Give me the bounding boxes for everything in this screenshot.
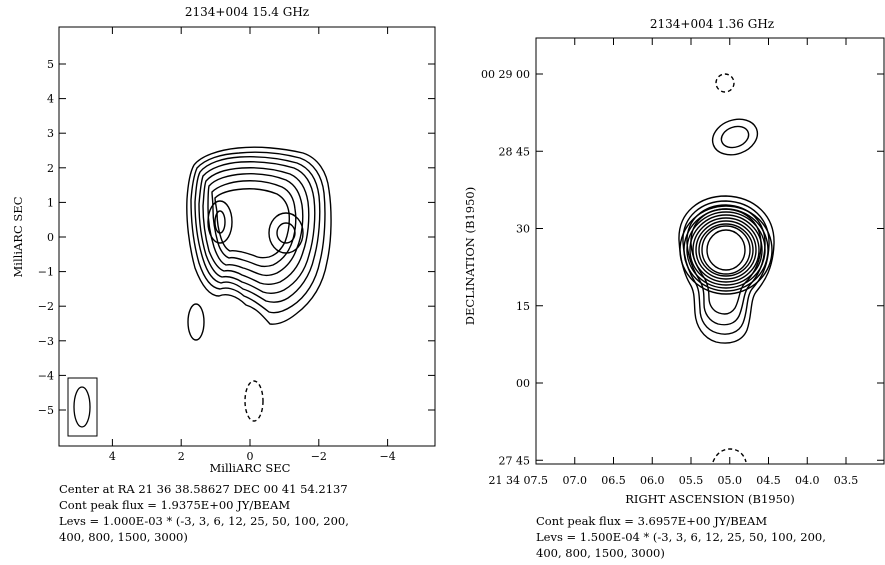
right-y-tick-label: 15 xyxy=(516,300,530,313)
right-plot-frame xyxy=(535,37,885,465)
right-x-tick-label: 06.5 xyxy=(601,474,626,487)
left-x-tick-label: −4 xyxy=(379,450,395,463)
left-title: 2134+004 15.4 GHz xyxy=(185,5,309,19)
core-ring-8 xyxy=(701,225,751,275)
right-x-tick-label: 05.5 xyxy=(679,474,704,487)
right-caption-line: Cont peak flux = 3.6957E+00 JY/BEAM xyxy=(536,514,768,528)
right-x-tick-label: 05.0 xyxy=(718,474,743,487)
right-axis-ticks: 21 34 07.5 07.0 06.5 06.0 05.5 05.0 04.5 04.0 03… xyxy=(481,38,884,487)
core-right-outer xyxy=(268,212,304,254)
left-contour-plot: 2134+004 15.4 GHz 4 2 0 −2 −4 5 4 3 2 1 0 −1 −2 −3 −4 −… xyxy=(11,5,436,475)
negative-contour-top xyxy=(715,73,735,93)
right-contour-plot: 2134+004 1.36 GHz 21 34 07.5 07.0 06.5 06.0… xyxy=(463,17,885,506)
left-y-tick-label: 5 xyxy=(47,58,54,71)
beam-ellipse xyxy=(73,386,91,428)
left-y-tick-label: −3 xyxy=(38,335,54,348)
core-ring-9 xyxy=(706,229,746,271)
right-y-tick-label: 28 45 xyxy=(499,145,531,158)
right-caption-line: Levs = 1.500E-04 * (-3, 3, 6, 12, 25, 50… xyxy=(536,530,826,544)
negative-contour-bottom xyxy=(712,448,747,463)
left-caption-line: Levs = 1.000E-03 * (-3, 3, 6, 12, 25, 50… xyxy=(59,514,349,528)
core-ring-7 xyxy=(698,223,754,277)
negative-contour xyxy=(244,380,264,422)
left-y-axis-label: MilliARC SEC xyxy=(11,196,25,277)
tail-contour-1 xyxy=(678,195,775,344)
core-left-inner xyxy=(214,210,226,234)
right-y-axis-label: DECLINATION (B1950) xyxy=(463,187,477,325)
right-x-tick-label: 04.0 xyxy=(795,474,820,487)
left-y-tick-label: 2 xyxy=(47,162,54,175)
contour-level-3 xyxy=(186,146,332,325)
left-caption-line: Cont peak flux = 1.9375E+00 JY/BEAM xyxy=(59,498,291,512)
left-x-tick-label: 4 xyxy=(109,450,116,463)
right-title: 2134+004 1.36 GHz xyxy=(650,17,774,31)
contour-level-50 xyxy=(202,167,310,286)
left-y-tick-label: −5 xyxy=(38,404,54,417)
left-y-tick-label: −1 xyxy=(38,266,54,279)
left-caption-line: 400, 800, 1500, 3000) xyxy=(59,530,188,544)
right-y-tick-label: 00 xyxy=(516,377,530,390)
beam-box xyxy=(67,377,98,437)
left-y-tick-label: 0 xyxy=(47,231,54,244)
core-right-inner xyxy=(276,222,296,244)
core-ring-5 xyxy=(692,217,760,283)
contour-level-12 xyxy=(194,156,321,303)
left-y-tick-label: 3 xyxy=(47,127,54,140)
right-x-tick-label: 07.0 xyxy=(563,474,588,487)
core-ring-6 xyxy=(695,220,757,280)
right-caption-line: 400, 800, 1500, 3000) xyxy=(536,546,665,560)
right-x-tick-label: 21 34 07.5 xyxy=(489,474,548,487)
left-plot-frame xyxy=(58,26,436,447)
contour-level-100 xyxy=(207,173,304,277)
left-caption: Center at RA 21 36 38.58627 DEC 00 41 54… xyxy=(59,481,349,545)
right-y-tick-label: 00 29 00 xyxy=(481,68,530,81)
left-contours xyxy=(186,146,332,422)
left-y-tick-label: −2 xyxy=(38,300,54,313)
contour-level-400 xyxy=(214,188,290,259)
right-caption: Cont peak flux = 3.6957E+00 JY/BEAM Levs… xyxy=(536,513,826,561)
contour-level-25 xyxy=(198,161,316,295)
left-y-tick-label: 4 xyxy=(47,93,54,106)
tail-contour-2 xyxy=(682,200,770,335)
core-ring-4 xyxy=(689,214,763,286)
core-ring-1 xyxy=(679,205,773,295)
left-x-axis-label: MilliARC SEC xyxy=(210,461,291,475)
contour-level-6 xyxy=(190,151,326,314)
left-x-tick-label: 0 xyxy=(247,450,254,463)
core-left-outer xyxy=(207,200,233,244)
right-x-tick-label: 03.5 xyxy=(834,474,859,487)
right-contours xyxy=(678,73,775,463)
tail-contour-4 xyxy=(690,208,762,315)
right-x-tick-label: 04.5 xyxy=(756,474,781,487)
north-component-outer xyxy=(711,118,759,156)
north-component-inner xyxy=(720,125,750,149)
left-caption-line: Center at RA 21 36 38.58627 DEC 00 41 54… xyxy=(59,482,348,496)
core-ring-2 xyxy=(683,208,769,292)
contour-level-200 xyxy=(211,180,297,268)
core-ring-3 xyxy=(686,211,766,289)
left-y-tick-label: 1 xyxy=(47,196,54,209)
left-x-tick-label: 2 xyxy=(178,450,185,463)
southern-blob xyxy=(187,303,205,341)
right-y-tick-label: 27 45 xyxy=(499,454,531,467)
left-x-tick-label: −2 xyxy=(311,450,327,463)
right-x-tick-label: 06.0 xyxy=(640,474,665,487)
left-axis-ticks: 4 2 0 −2 −4 5 4 3 2 1 0 −1 −2 −3 −4 −5 xyxy=(38,27,435,463)
right-y-tick-label: 30 xyxy=(516,223,530,236)
left-y-tick-label: −4 xyxy=(38,369,54,382)
right-x-axis-label: RIGHT ASCENSION (B1950) xyxy=(625,492,794,506)
